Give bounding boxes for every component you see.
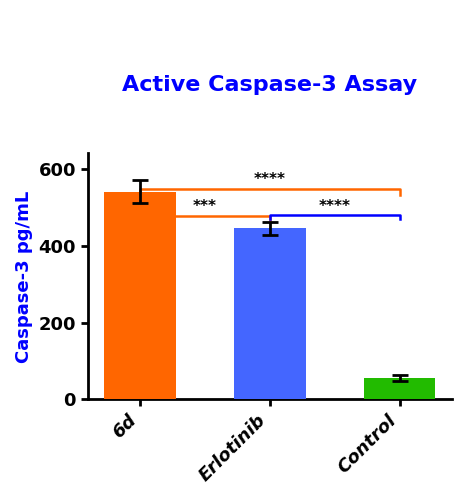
- Bar: [234, 228, 305, 400]
- Bar: [105, 192, 176, 400]
- Text: ****: ****: [319, 199, 351, 214]
- Text: ****: ****: [254, 172, 286, 186]
- Title: Active Caspase-3 Assay: Active Caspase-3 Assay: [122, 75, 417, 95]
- Bar: [364, 378, 435, 400]
- Y-axis label: Caspase-3 pg/mL: Caspase-3 pg/mL: [15, 190, 33, 362]
- Text: ***: ***: [193, 199, 217, 214]
